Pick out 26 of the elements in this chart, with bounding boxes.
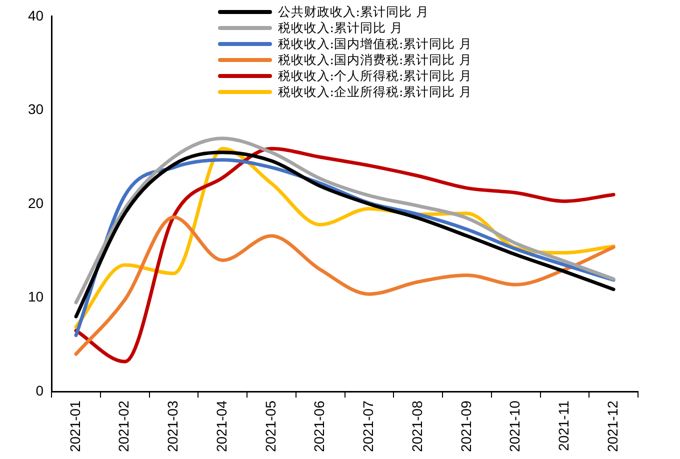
legend-label: 税收收入:个人所得税:累计同比 月 bbox=[278, 68, 472, 84]
x-tick-label: 2021-11 bbox=[556, 400, 572, 451]
x-tick-label: 2021-08 bbox=[408, 400, 425, 452]
legend-label: 税收收入:累计同比 月 bbox=[278, 20, 403, 36]
x-tick-label: 2021-04 bbox=[213, 400, 230, 452]
y-tick-label: 0 bbox=[36, 382, 44, 398]
line-series bbox=[74, 215, 616, 356]
x-tick-label: 2021-03 bbox=[164, 400, 181, 452]
x-tick-label: 2021-02 bbox=[116, 400, 132, 452]
x-tick-label: 2021-06 bbox=[311, 400, 328, 452]
y-tick-label: 20 bbox=[28, 194, 44, 211]
x-tick-label: 2021-07 bbox=[360, 400, 376, 452]
x-tick-label: 2021-05 bbox=[262, 400, 278, 452]
x-tick-label: 2021-10 bbox=[506, 400, 523, 452]
line-series bbox=[74, 146, 616, 364]
legend-label: 税收收入:国内消费税:累计同比 月 bbox=[278, 52, 472, 68]
x-tick-label: 2021-01 bbox=[66, 400, 83, 452]
legend-label: 公共财政收入:累计同比 月 bbox=[278, 4, 429, 20]
y-tick-label: 40 bbox=[28, 7, 44, 24]
x-tick-label: 2021-09 bbox=[458, 400, 474, 452]
y-tick-label: 10 bbox=[28, 288, 44, 305]
y-tick-label: 30 bbox=[28, 101, 44, 118]
x-tick-label: 2021-12 bbox=[604, 400, 620, 452]
line-series bbox=[74, 136, 616, 304]
legend-label: 税收收入:国内增值税:累计同比 月 bbox=[278, 36, 472, 52]
legend-label: 税收收入:企业所得税:累计同比 月 bbox=[278, 84, 472, 100]
